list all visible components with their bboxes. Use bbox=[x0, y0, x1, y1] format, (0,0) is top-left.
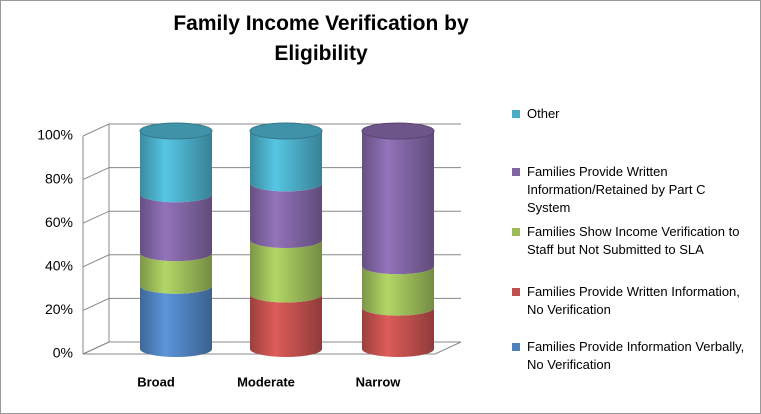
cylinder-segment bbox=[140, 253, 212, 294]
cylinder-segment bbox=[362, 131, 434, 275]
legend-label: Families Provide Written Information/Ret… bbox=[527, 164, 706, 215]
x-tick-label: Narrow bbox=[356, 374, 402, 389]
cylinder-segment bbox=[362, 307, 434, 357]
cylinder-top bbox=[139, 122, 213, 140]
y-tick-label: 0% bbox=[53, 345, 73, 361]
grid-line bbox=[82, 167, 461, 181]
grid-line bbox=[82, 210, 461, 224]
grid-line bbox=[82, 341, 461, 355]
cylinder-segment bbox=[250, 183, 322, 248]
legend-swatch bbox=[512, 168, 520, 176]
y-tick-label: 20% bbox=[45, 301, 73, 317]
y-tick-label: 40% bbox=[45, 258, 73, 274]
cylinder-segment bbox=[250, 240, 322, 303]
grid-line bbox=[82, 123, 461, 137]
grid-line bbox=[82, 254, 461, 268]
cylinder-segment bbox=[362, 266, 434, 316]
legend-swatch bbox=[512, 343, 520, 351]
x-tick-label: Broad bbox=[137, 374, 175, 389]
legend-label: Families Provide Written Information, No… bbox=[527, 284, 740, 317]
grid-line bbox=[82, 297, 461, 311]
cylinder-top bbox=[249, 122, 323, 140]
cylinder-segment bbox=[250, 131, 322, 192]
legend-label: Other bbox=[527, 106, 560, 121]
cylinder-segment bbox=[140, 131, 212, 203]
x-tick-label: Moderate bbox=[237, 374, 295, 389]
legend-label: Families Show Income Verification to Sta… bbox=[527, 224, 740, 257]
y-tick-label: 60% bbox=[45, 214, 73, 230]
chart-title: Family Income Verification by Eligibilit… bbox=[173, 12, 469, 65]
y-tick-label: 80% bbox=[45, 170, 73, 186]
y-tick-label: 100% bbox=[37, 127, 73, 143]
cylinder-segment bbox=[140, 285, 212, 357]
legend-label: Families Provide Information Verbally, N… bbox=[527, 339, 745, 372]
cylinder-segment bbox=[140, 194, 212, 262]
legend-swatch bbox=[512, 288, 520, 296]
cylinder-segment bbox=[250, 294, 322, 357]
legend-swatch bbox=[512, 228, 520, 236]
legend-swatch bbox=[512, 110, 520, 118]
cylinder-top bbox=[361, 122, 435, 140]
